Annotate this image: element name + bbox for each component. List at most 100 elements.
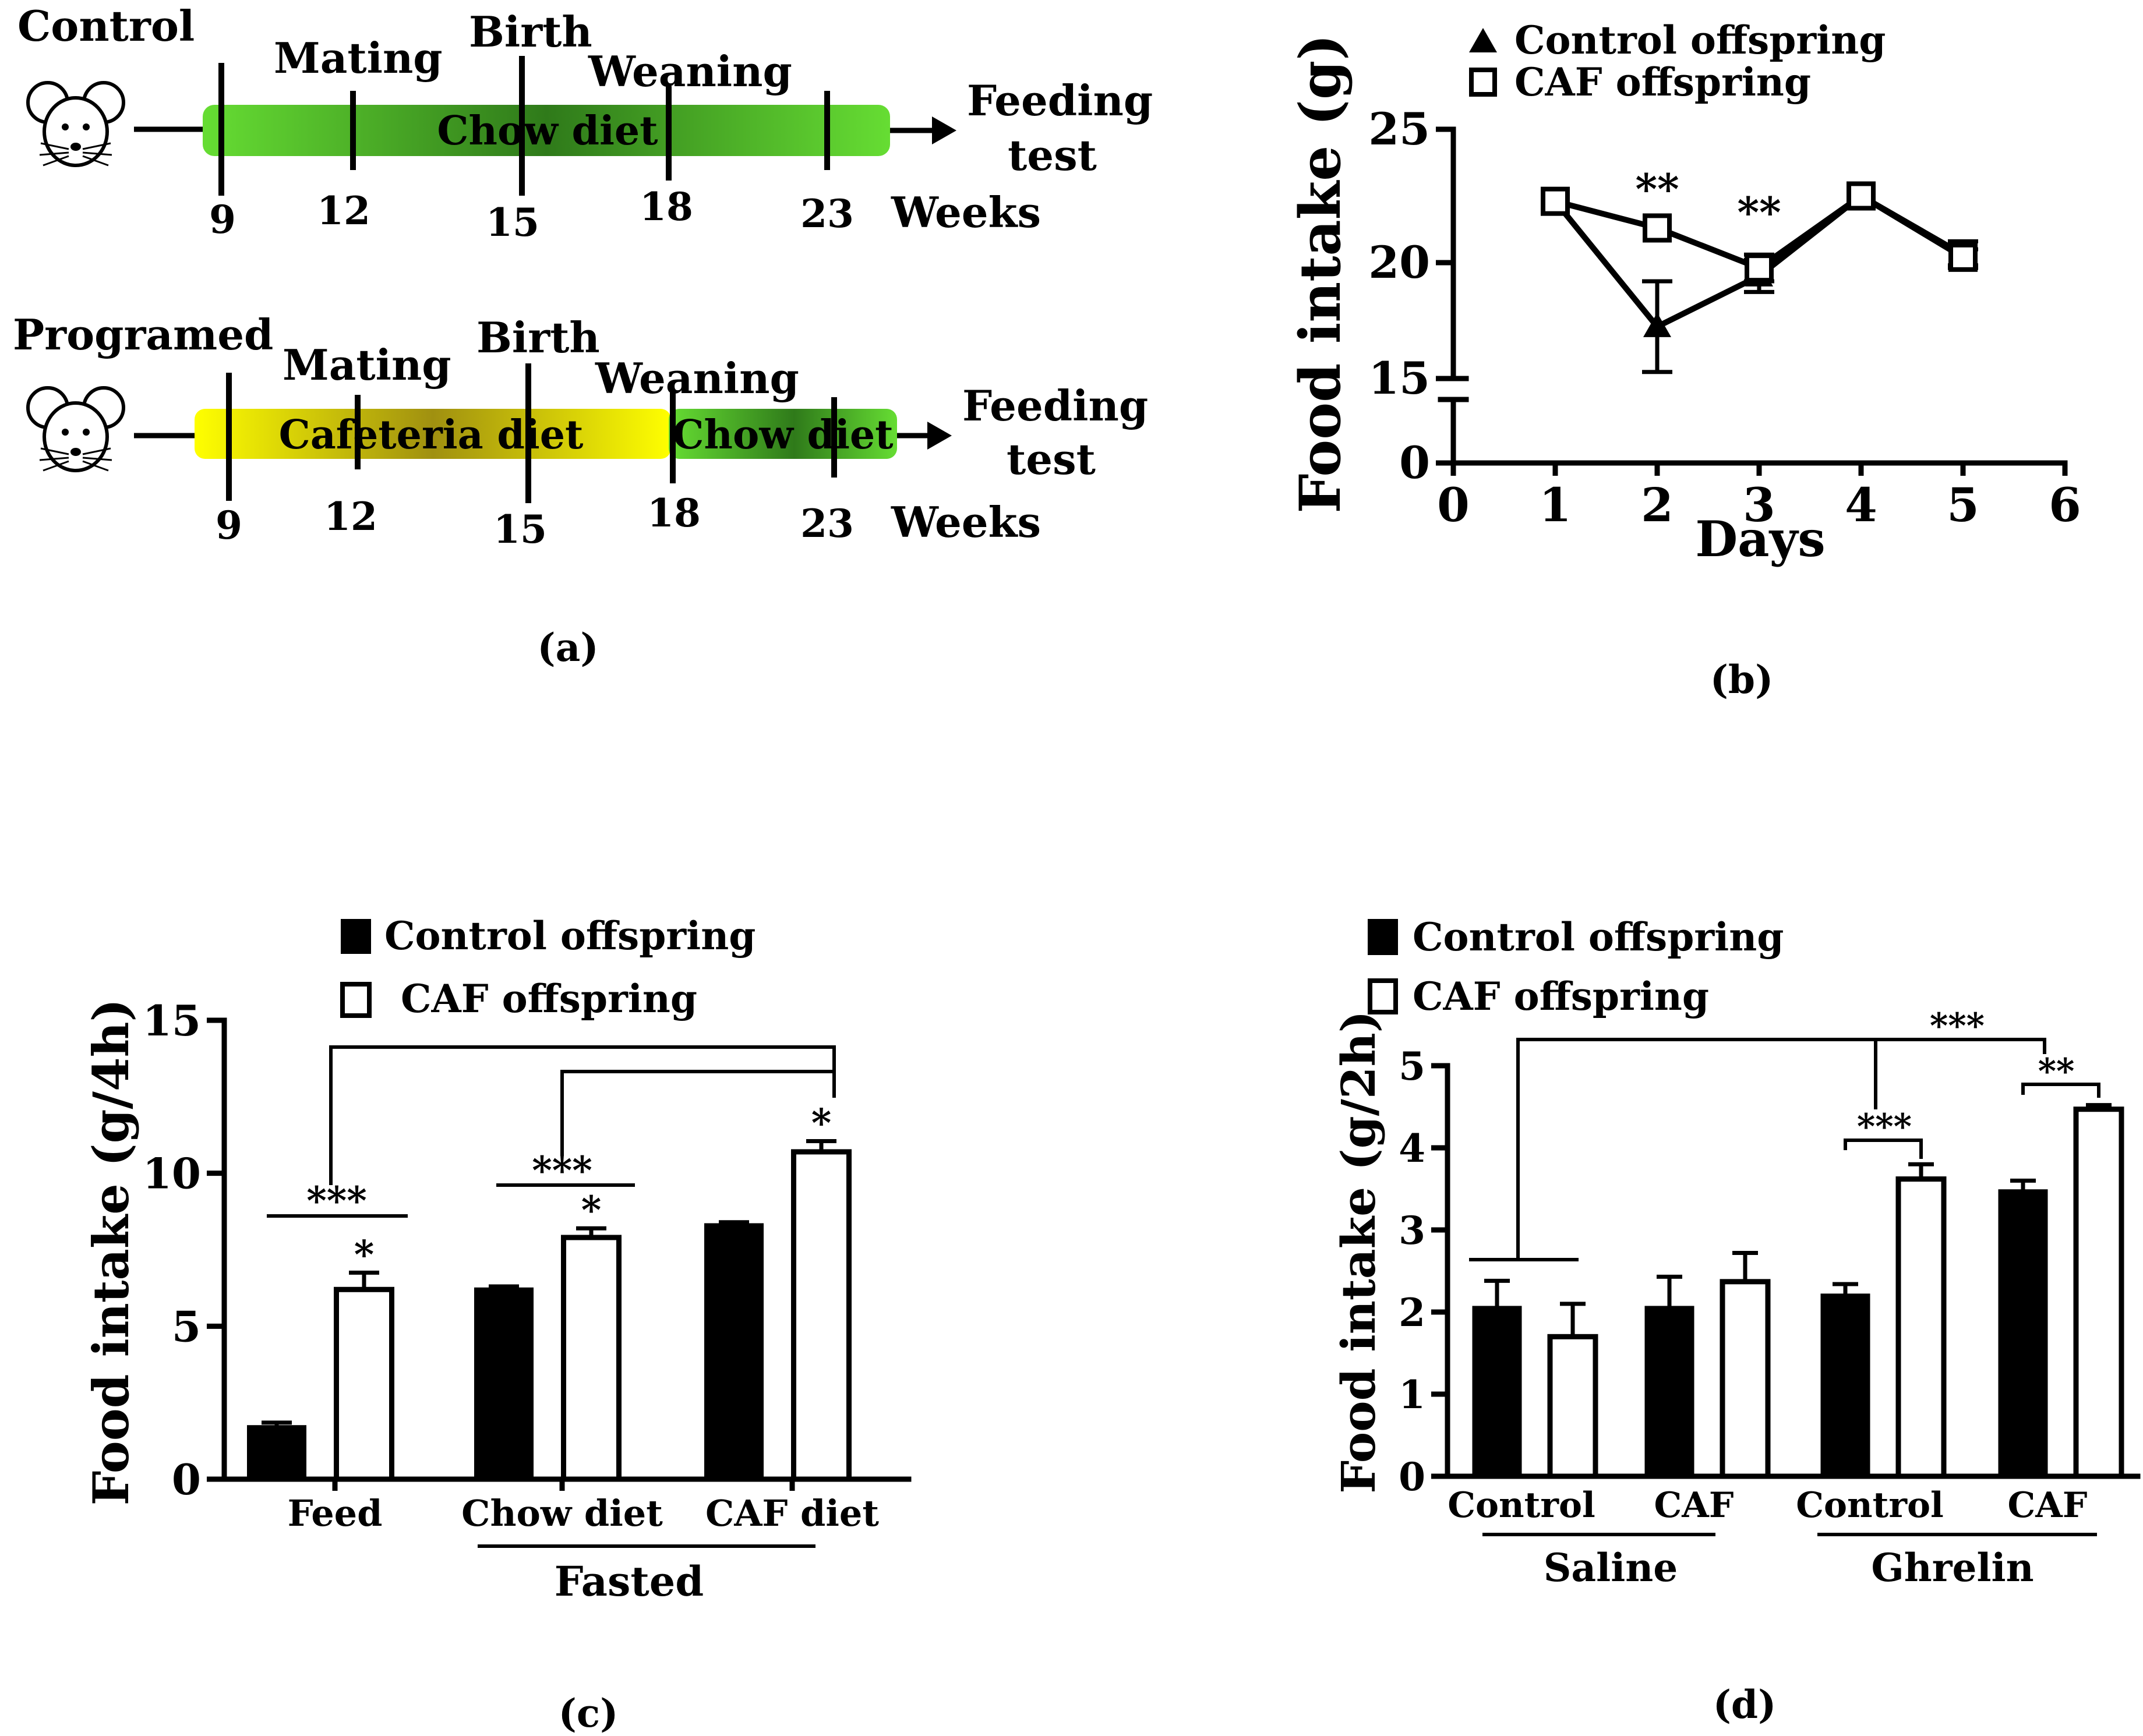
x-tick-label: CAF [1654, 1485, 1734, 1526]
comparison-bracket [1516, 1038, 2046, 1260]
x-tick-label: 5 [1947, 478, 1979, 532]
caf-offspring-point [1541, 186, 1570, 216]
significance-label: * [811, 1101, 832, 1146]
y-tick-label: 0 [1399, 437, 1430, 489]
event-weaning: Weaning [595, 353, 799, 403]
event-birth: Birth [476, 313, 600, 362]
x-tick-label: 3 [1743, 478, 1775, 532]
test-label: test [1007, 434, 1096, 484]
y-tick-label: 5 [1399, 1044, 1425, 1089]
chow-diet-label-2: Chow diet [672, 412, 894, 458]
week-12: 12 [324, 494, 377, 539]
event-mating: Mating [274, 33, 443, 83]
y-tick-label: 25 [1368, 103, 1430, 155]
control-arrow-head [932, 116, 956, 144]
significance-label: *** [306, 1178, 367, 1224]
panel-b-line-chart: 0 15 20 25 0 1 2 3 4 5 6 Days Food intake (g) ** ** Con… [1287, 17, 2081, 568]
legend-white-square-icon [1368, 978, 1398, 1014]
event-weaning: Weaning [588, 47, 792, 96]
significance-label: ** [1737, 188, 1781, 237]
panel-a-caption: (a) [537, 625, 598, 670]
bar-control-offspring [1998, 1189, 2048, 1479]
y-tick-label: 4 [1399, 1126, 1425, 1171]
panel-d-caption: (d) [1713, 1682, 1777, 1727]
programmed-title: Programed [13, 310, 273, 359]
caf-offspring-point [1643, 213, 1672, 243]
legend-white-square-icon [340, 982, 372, 1018]
group-label: Ghrelin [1871, 1545, 2033, 1590]
significance-label: * [581, 1187, 602, 1233]
legend-control-label: Control offspring [384, 913, 755, 959]
x-axis-label: Days [1695, 510, 1825, 568]
x-tick-label: CAF diet [705, 1492, 879, 1535]
week-15: 15 [486, 200, 539, 245]
y-tick-label: 1 [1399, 1372, 1425, 1417]
significance-label: *** [1857, 1106, 1912, 1147]
legend-black-square-icon [1368, 919, 1398, 955]
panel-b-caption: (b) [1710, 657, 1774, 702]
bar-caf-offspring [1895, 1176, 1947, 1479]
programmed-arrow-head [927, 422, 952, 450]
y-axis-label: Food intake (g/2h) [1331, 1010, 1386, 1493]
panel-a-timeline: Control Chow diet Mating Birth Weaning F… [13, 1, 1153, 670]
panel-d-bar-chart: 0 1 2 3 4 5 Food intake (g/2h) Control CAF Contro… [1331, 914, 2141, 1590]
legend-square-icon [1469, 68, 1497, 97]
bar-control-offspring [1644, 1306, 1694, 1479]
chow-diet-bar-2 [669, 409, 897, 459]
week-23: 23 [800, 191, 854, 236]
cafeteria-diet-bar [195, 409, 671, 459]
x-tick-label: Chow diet [461, 1492, 663, 1535]
x-tick-label: 1 [1539, 478, 1572, 532]
bar-caf-offspring [561, 1235, 622, 1482]
week-9: 9 [216, 503, 242, 548]
x-tick-label: 4 [1845, 478, 1877, 532]
bar-control-offspring [474, 1287, 534, 1482]
test-label: test [1008, 130, 1097, 180]
x-tick-label: 0 [1437, 478, 1470, 532]
y-tick-label: 15 [143, 996, 201, 1045]
week-12: 12 [317, 188, 370, 234]
legend-caf-label: CAF offspring [1514, 59, 1811, 105]
legend-control-label: Control offspring [1514, 17, 1886, 63]
bar-caf-offspring [791, 1149, 852, 1482]
legend-caf-label: CAF offspring [1413, 974, 1709, 1019]
chow-diet-bar [203, 105, 890, 156]
panel-c-caption: (c) [559, 1691, 619, 1736]
week-23: 23 [800, 501, 854, 546]
legend-caf-label: CAF offspring [401, 976, 697, 1021]
y-tick-label: 0 [1399, 1454, 1425, 1500]
feeding-label: Feeding [967, 76, 1153, 125]
significance-label: ** [2038, 1051, 2075, 1092]
x-tick-label: Control [1448, 1485, 1595, 1526]
x-tick-label: 6 [2049, 478, 2081, 532]
chow-diet-label: Chow diet [437, 108, 658, 154]
bar-control-offspring [704, 1223, 764, 1482]
event-mating: Mating [283, 340, 451, 390]
control-title: Control [17, 1, 195, 51]
y-axis-label: Food intake (g/4h) [82, 999, 140, 1506]
bar-control-offspring [247, 1425, 306, 1482]
x-tick-label: CAF [2008, 1485, 2088, 1526]
significance-bracket [1844, 1139, 1923, 1159]
bar-caf-offspring [2073, 1106, 2124, 1479]
group-label: Saline [1544, 1545, 1678, 1590]
x-tick-label: Control [1796, 1485, 1944, 1526]
bar-control-offspring [1472, 1306, 1522, 1479]
week-18: 18 [640, 184, 693, 229]
x-tick-label: 2 [1641, 478, 1674, 532]
y-tick-label: 20 [1368, 236, 1430, 288]
legend-control-label: Control offspring [1413, 914, 1784, 960]
y-axis-label: Food intake (g) [1287, 34, 1353, 513]
mouse-icon [28, 388, 123, 471]
bar-caf-offspring [334, 1286, 394, 1482]
bar-caf-offspring [1547, 1334, 1598, 1479]
weeks-label: Weeks [891, 497, 1041, 547]
x-tick-label: Feed [288, 1492, 383, 1535]
caf-offspring-point [1847, 181, 1876, 211]
y-tick-label: 10 [143, 1149, 201, 1198]
significance-label: *** [1930, 1006, 1985, 1046]
significance-label: * [354, 1232, 375, 1277]
weeks-label: Weeks [891, 188, 1041, 237]
